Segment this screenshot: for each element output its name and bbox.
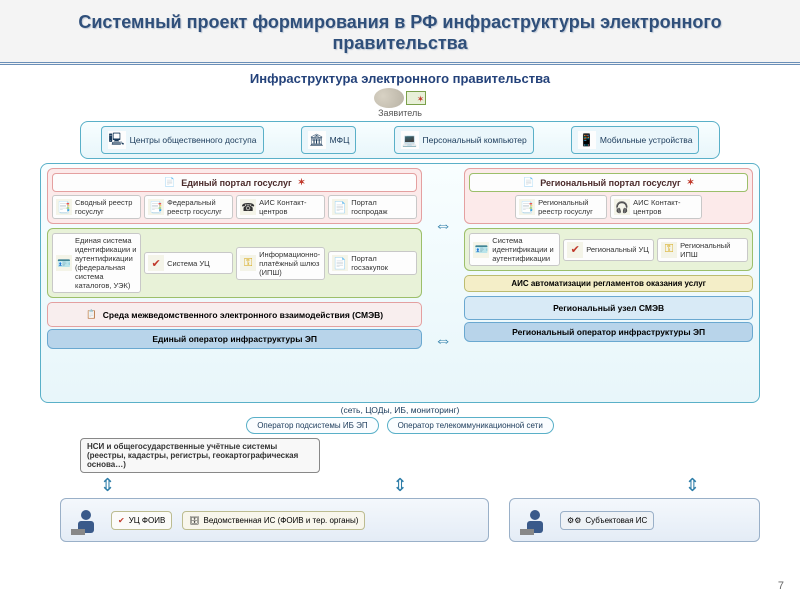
- left-green-0: 🪪Единая система идентификации и аутентиф…: [52, 233, 141, 293]
- left-portal-header-label: Единый портал госуслуг: [181, 178, 292, 188]
- v-arrow-icon: ⇕: [685, 475, 700, 496]
- access-mobile: 📱 Мобильные устройства: [571, 126, 700, 154]
- seal-icon: ✶: [687, 177, 695, 188]
- access-mobile-label: Мобильные устройства: [600, 135, 693, 145]
- title-bar: Системный проект формирования в РФ инфра…: [0, 0, 800, 65]
- h-arrow-icon: [434, 330, 452, 351]
- subtitle: Инфраструктура электронного правительств…: [0, 71, 800, 86]
- right-pink-0: 📑Региональный реестр госуслуг: [515, 195, 607, 219]
- applicant-row: Заявитель: [0, 88, 800, 118]
- office-icon: 🏛: [308, 131, 326, 149]
- net-label: (сеть, ЦОДы, ИБ, мониторинг): [0, 405, 800, 415]
- doc-icon: 📄: [164, 177, 175, 188]
- applicant-icon: [374, 88, 404, 108]
- pc-icon: 💻: [401, 131, 419, 149]
- clipboard-icon: 📋: [86, 309, 97, 320]
- applicant-label: Заявитель: [378, 108, 422, 118]
- h-arrow-icon: [434, 215, 452, 236]
- bottom-right-panel: ⚙⚙ Субъектовая ИС: [509, 498, 760, 542]
- right-smev: Региональный узел СМЭВ: [464, 296, 753, 320]
- access-mfc: 🏛 МФЦ: [301, 126, 357, 154]
- right-pink-panel: 📄 Региональный портал госуслуг ✶ 📑Регион…: [464, 168, 753, 224]
- left-operator: Единый оператор инфраструктуры ЭП: [47, 329, 422, 349]
- left-pink-panel: 📄 Единый портал госуслуг ✶ 📑Сводный реес…: [47, 168, 422, 224]
- official-icon: [520, 505, 550, 535]
- left-column: 📄 Единый портал госуслуг ✶ 📑Сводный реес…: [47, 168, 422, 398]
- access-panel: 🖳 Центры общественного доступа 🏛 МФЦ 💻 П…: [80, 121, 720, 159]
- op-net: Оператор телекоммуникационной сети: [387, 417, 554, 434]
- left-green-3: 📄Портал госзакупок: [328, 251, 417, 275]
- right-green-2: ⚿Региональный ИПШ: [657, 238, 748, 262]
- right-pink-1: 🎧АИС Контакт-центров: [610, 195, 702, 219]
- db-icon: 🗄: [189, 516, 199, 525]
- phone-icon: 📱: [578, 131, 596, 149]
- right-column: 📄 Региональный портал госуслуг ✶ 📑Регион…: [464, 168, 753, 398]
- left-green-panel: 🪪Единая система идентификации и аутентиф…: [47, 228, 422, 298]
- left-green-1: ✔Система УЦ: [144, 252, 233, 274]
- access-pc-label: Персональный компьютер: [423, 135, 527, 145]
- access-pc: 💻 Персональный компьютер: [394, 126, 534, 154]
- v-arrow-icon: ⇕: [100, 475, 115, 496]
- page-number: 7: [778, 580, 784, 592]
- ved-is: 🗄 Ведомственная ИС (ФОИВ и тер. органы): [182, 511, 365, 530]
- right-portal-header-label: Региональный портал госуслуг: [540, 178, 681, 188]
- main-panel: 📄 Единый портал госуслуг ✶ 📑Сводный реес…: [40, 163, 760, 403]
- right-operator: Региональный оператор инфраструктуры ЭП: [464, 322, 753, 342]
- bottom-row: ✔ УЦ ФОИВ 🗄 Ведомственная ИС (ФОИВ и тер…: [40, 498, 760, 542]
- right-green-1: ✔Региональный УЦ: [563, 239, 654, 261]
- doc-icon: 📄: [523, 177, 534, 188]
- cert-icon: ✔: [118, 516, 125, 525]
- gears-icon: ⚙⚙: [567, 516, 581, 525]
- left-green-2: ⚿Информационно-платёжный шлюз (ИПШ): [236, 247, 325, 280]
- bottom-left-panel: ✔ УЦ ФОИВ 🗄 Ведомственная ИС (ФОИВ и тер…: [60, 498, 489, 542]
- nsi-box: НСИ и общегосударственные учётные систем…: [80, 438, 320, 473]
- subj-is: ⚙⚙ Субъектовая ИС: [560, 511, 654, 530]
- access-mfc-label: МФЦ: [330, 135, 350, 145]
- id-card-icon: [406, 91, 426, 105]
- page-title: Системный проект формирования в РФ инфра…: [20, 12, 780, 54]
- seal-icon: ✶: [298, 177, 306, 188]
- right-green-panel: 🪪Система идентификации и аутентификации …: [464, 228, 753, 271]
- v-arrow-icon: ⇕: [392, 475, 407, 496]
- uc-foiv: ✔ УЦ ФОИВ: [111, 511, 172, 530]
- vert-arrows-row: ⇕ ⇕ ⇕: [40, 475, 760, 496]
- left-pink-3: 📄Портал госпродаж: [328, 195, 417, 219]
- right-avt: АИС автоматизации регламентов оказания у…: [464, 275, 753, 292]
- kiosk-icon: 🖳: [108, 131, 126, 149]
- official-icon: [71, 505, 101, 535]
- left-pink-0: 📑Сводный реестр госуслуг: [52, 195, 141, 219]
- left-smev: 📋 Среда межведомственного электронного в…: [47, 302, 422, 327]
- access-centers-label: Центры общественного доступа: [130, 135, 257, 145]
- left-pink-1: 📑Федеральный реестр госуслуг: [144, 195, 233, 219]
- left-portal-header: 📄 Единый портал госуслуг ✶: [52, 173, 417, 192]
- right-portal-header: 📄 Региональный портал госуслуг ✶: [469, 173, 748, 192]
- right-green-0: 🪪Система идентификации и аутентификации: [469, 233, 560, 266]
- access-centers: 🖳 Центры общественного доступа: [101, 126, 264, 154]
- op-ib: Оператор подсистемы ИБ ЭП: [246, 417, 378, 434]
- arrow-column: [430, 168, 456, 398]
- left-pink-2: ☎АИС Контакт-центров: [236, 195, 325, 219]
- mid-operators: Оператор подсистемы ИБ ЭП Оператор телек…: [0, 417, 800, 434]
